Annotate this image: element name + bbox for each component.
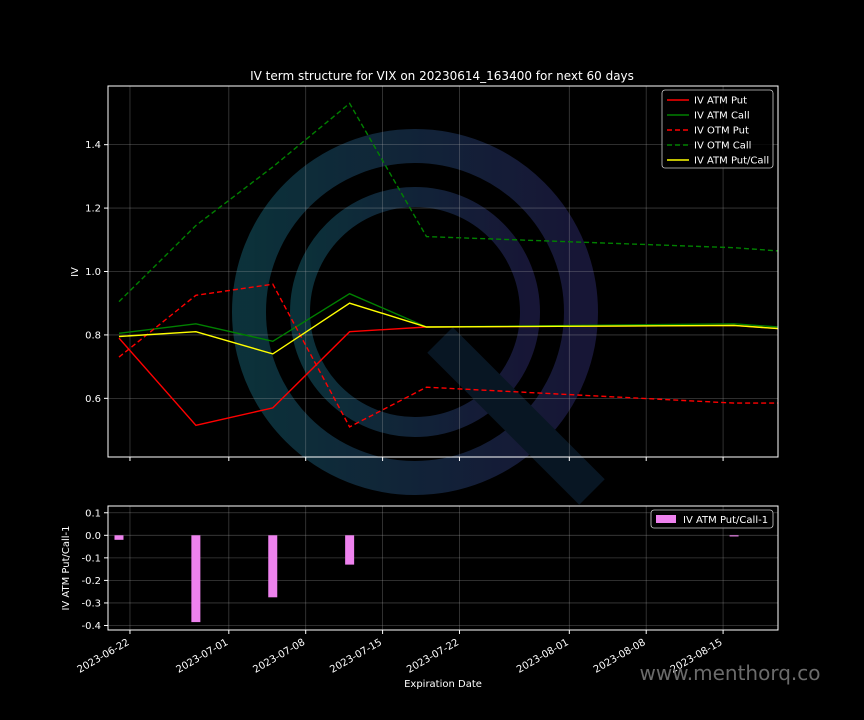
- top-x-ticks: [129, 457, 724, 461]
- watermark-url: www.menthorq.co: [640, 661, 821, 685]
- top-ytick-label: 0.6: [85, 394, 101, 405]
- series-line-iv-atm-call: [118, 292, 779, 343]
- series-line-iv-otm-put: [118, 283, 778, 428]
- bottom-ytick-label: -0.4: [81, 621, 101, 632]
- bar-2023-06-21: [114, 535, 124, 540]
- bar-2023-07-05: [268, 535, 278, 598]
- bottom-xtick-label: 2023-06-22: [76, 637, 132, 676]
- bar-2023-08-16: [729, 535, 739, 537]
- legend-label-iv-otm-call: IV OTM Call: [694, 141, 751, 152]
- top-ytick-label: 1.4: [85, 140, 101, 151]
- top-ytick-label: 0.8: [85, 330, 101, 341]
- bottom-ytick-label: -0.3: [81, 598, 101, 609]
- top-series-lines: [118, 102, 779, 428]
- top-legend: IV ATM Put IV ATM Call IV OTM Put IV OTM Ca…: [661, 89, 774, 169]
- bottom-ytick-label: 0.1: [85, 508, 101, 519]
- legend-label-iv-atm-call: IV ATM Call: [694, 111, 750, 122]
- bottom-xtick-label: 2023-07-08: [251, 637, 307, 676]
- bottom-xtick-label: 2023-07-15: [328, 637, 384, 676]
- logo-watermark: [232, 129, 605, 505]
- legend-label-iv-otm-put: IV OTM Put: [694, 126, 749, 137]
- bottom-ytick-label: -0.1: [81, 553, 101, 564]
- bar-2023-06-28: [191, 535, 201, 623]
- bottom-x-axis-label: Expiration Date: [404, 679, 482, 690]
- bottom-ytick-label: 0.0: [85, 531, 101, 542]
- top-chart-title: IV term structure for VIX on 20230614_16…: [250, 69, 634, 83]
- bottom-xtick-label: 2023-07-01: [174, 637, 230, 676]
- top-y-axis-label: IV: [70, 267, 81, 277]
- legend-swatch-iv-atm-put-call-1: [656, 515, 676, 523]
- bottom-y-ticks: 0.1 0.0 -0.1 -0.2 -0.3 -0.4: [81, 508, 108, 632]
- top-grid: [108, 86, 778, 457]
- bottom-x-ticks: 2023-06-22 2023-07-01 2023-07-08 2023-07-15…: [76, 630, 725, 676]
- series-line-iv-otm-call: [118, 102, 779, 303]
- bottom-legend: IV ATM Put/Call-1: [650, 509, 774, 529]
- top-legend-box: [661, 89, 774, 169]
- bottom-legend-box: [650, 509, 774, 529]
- bottom-y-axis-label: IV ATM Put/Call-1: [61, 525, 72, 610]
- bottom-bars: [114, 535, 739, 623]
- bottom-plot-frame: [107, 505, 779, 631]
- top-y-ticks: 0.6 0.8 1.0 1.2 1.4: [85, 140, 108, 405]
- bottom-xtick-label: 2023-07-22: [405, 637, 461, 676]
- legend-label-iv-atm-put-call-1: IV ATM Put/Call-1: [683, 515, 768, 526]
- bottom-ytick-label: -0.2: [81, 576, 101, 587]
- bar-2023-07-12: [345, 535, 355, 565]
- legend-label-iv-atm-put: IV ATM Put: [694, 96, 747, 107]
- series-line-iv-atm-put-call: [118, 302, 779, 355]
- bottom-xtick-label: 2023-08-01: [515, 637, 571, 676]
- top-ytick-label: 1.0: [85, 267, 101, 278]
- legend-label-iv-atm-put-call: IV ATM Put/Call: [694, 156, 769, 167]
- top-ytick-label: 1.2: [85, 204, 101, 215]
